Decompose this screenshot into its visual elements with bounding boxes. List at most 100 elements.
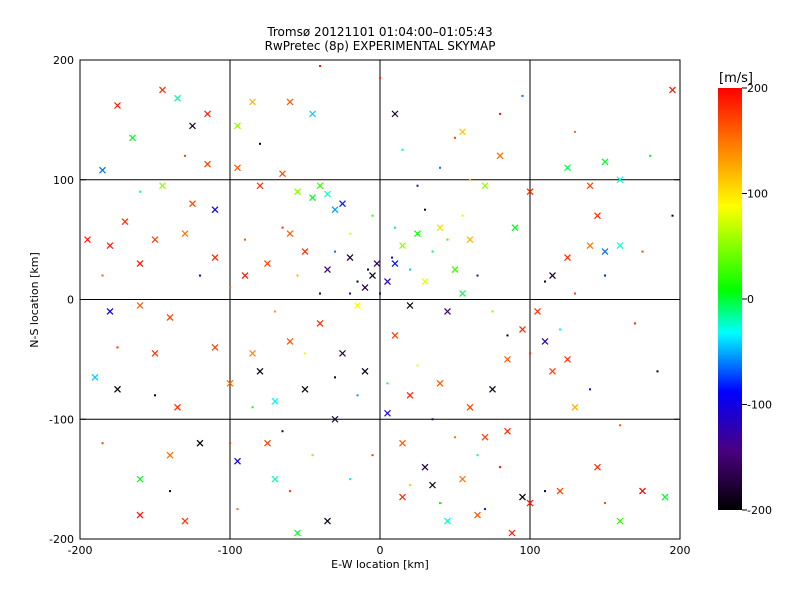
data-point-stroke: [661, 493, 669, 501]
data-point-dot: [574, 130, 576, 133]
data-point-x: [136, 511, 144, 519]
data-point-x: [174, 94, 181, 102]
data-point-stroke: [211, 343, 219, 351]
data-point-x: [286, 98, 294, 106]
data-point-dot: [416, 184, 419, 187]
data-point-x: [459, 128, 466, 136]
y-tick-label: 0: [67, 294, 74, 307]
data-point-dot: [304, 352, 306, 355]
data-point-stroke: [556, 487, 564, 495]
colorbar-tick-label: 100: [747, 188, 768, 201]
data-point-x: [519, 493, 526, 501]
data-point-stroke: [136, 302, 144, 309]
data-point-stroke: [459, 290, 466, 297]
data-point-stroke: [526, 499, 534, 507]
data-point-x: [541, 337, 549, 345]
data-point-x: [324, 190, 331, 198]
x-tick-label: 0: [377, 544, 384, 557]
data-point-stroke: [526, 188, 534, 196]
y-tick-label: 200: [53, 54, 74, 67]
data-point-stroke: [324, 517, 331, 525]
data-point-x: [444, 517, 451, 525]
data-point-dot: [574, 292, 576, 295]
data-point-x: [466, 403, 474, 411]
data-point-x: [534, 308, 541, 315]
data-point-dot: [401, 148, 404, 151]
data-point-dot: [349, 478, 351, 481]
colorbar-ticks: 200 100 0 -100 -200: [742, 82, 772, 517]
data-point-x: [331, 206, 339, 214]
data-point-stroke: [391, 260, 399, 267]
data-point-stroke: [91, 373, 99, 381]
data-point-dot: [349, 292, 351, 295]
data-point-dot: [431, 250, 434, 253]
data-point-x: [204, 110, 211, 118]
data-point-x: [504, 355, 511, 363]
data-point-x: [294, 188, 301, 196]
data-point-stroke: [174, 403, 181, 411]
data-point-x: [136, 302, 144, 309]
data-point-stroke: [384, 409, 391, 417]
data-point-dot: [499, 466, 501, 469]
data-point-stroke: [324, 266, 331, 273]
data-point-dot: [394, 226, 396, 229]
data-point-stroke: [316, 182, 324, 190]
data-point-x: [241, 272, 249, 279]
data-point-dot: [409, 268, 411, 271]
data-point-x: [661, 493, 669, 501]
data-point-stroke: [391, 332, 399, 339]
data-point-x: [601, 248, 609, 256]
data-point-x: [324, 266, 331, 273]
data-point-x: [234, 164, 241, 172]
data-point-stroke: [586, 182, 594, 190]
chart-title: Tromsø 20121101 01:04:00–01:05:43: [266, 25, 492, 39]
data-point-x: [399, 493, 406, 501]
data-point-x: [444, 308, 451, 315]
data-point-stroke: [436, 379, 444, 387]
data-point-x: [151, 349, 159, 357]
data-point-x: [421, 463, 429, 471]
data-point-dot: [544, 280, 546, 283]
data-point-stroke: [511, 224, 519, 232]
data-point-dot: [319, 292, 321, 295]
data-point-stroke: [504, 427, 511, 435]
data-point-dot: [319, 64, 321, 67]
data-point-dot: [251, 406, 254, 409]
data-point-stroke: [189, 122, 196, 130]
data-point-stroke: [429, 481, 436, 489]
data-point-stroke: [136, 260, 144, 267]
data-point-dot: [619, 424, 621, 427]
data-point-x: [324, 517, 331, 525]
data-point-dot: [559, 328, 561, 331]
data-point-x: [586, 182, 594, 190]
data-point-stroke: [391, 110, 399, 118]
data-point-x: [166, 314, 174, 321]
data-point-stroke: [181, 230, 189, 238]
x-tick-label: 100: [520, 544, 541, 557]
data-point-dot: [356, 394, 359, 397]
data-point-dot: [604, 502, 606, 505]
data-point-dot: [454, 436, 456, 439]
data-point-stroke: [181, 517, 189, 525]
data-point-x: [669, 86, 676, 94]
y-axis-label: N-S location [km]: [28, 252, 41, 348]
x-tick-label: 200: [670, 544, 691, 557]
data-point-dot: [289, 490, 291, 493]
data-point-x: [136, 475, 144, 483]
data-points: [84, 64, 676, 537]
data-point-dot: [199, 274, 201, 277]
data-point-x: [316, 182, 324, 190]
data-point-dot: [469, 178, 471, 181]
data-point-stroke: [249, 98, 256, 106]
data-point-stroke: [406, 391, 414, 399]
data-point-stroke: [564, 355, 571, 363]
data-point-x: [369, 272, 376, 279]
data-point-x: [616, 517, 624, 525]
data-point-x: [384, 278, 391, 285]
y-tick-label: -100: [49, 413, 74, 426]
data-point-dot: [229, 286, 231, 289]
data-point-dot: [439, 502, 441, 505]
data-point-stroke: [204, 160, 211, 168]
data-point-stroke: [301, 385, 309, 393]
x-tick-label: -200: [68, 544, 93, 557]
